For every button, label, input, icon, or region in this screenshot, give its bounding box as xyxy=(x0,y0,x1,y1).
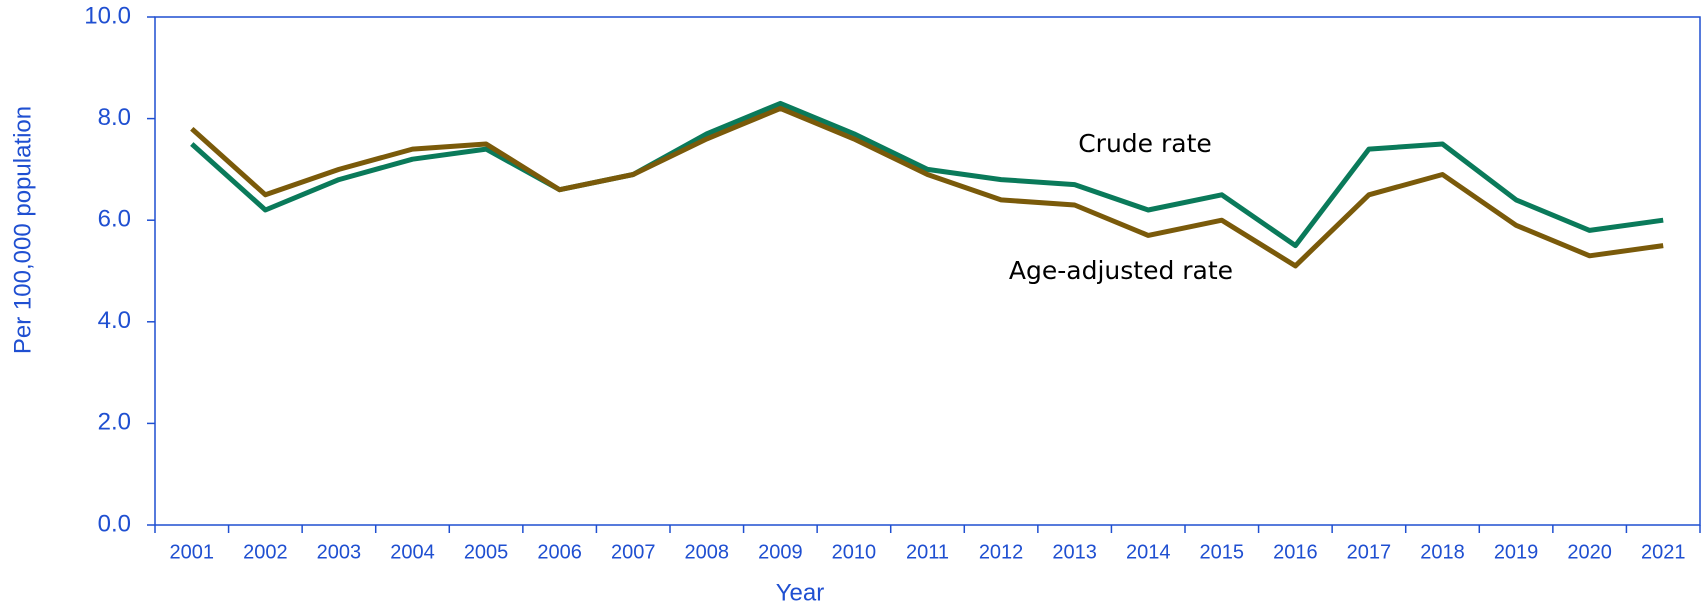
y-axis-label: Per 100,000 population xyxy=(9,106,36,354)
x-tick-label: 2005 xyxy=(464,541,509,563)
plot-frame xyxy=(154,16,1701,526)
y-tick-label: 10.0 xyxy=(84,2,131,29)
x-tick-label: 2003 xyxy=(317,541,362,563)
x-tick-label: 2007 xyxy=(611,541,656,563)
x-tick-label: 2013 xyxy=(1052,541,1097,563)
x-tick-label: 2015 xyxy=(1200,541,1245,563)
y-tick-label: 8.0 xyxy=(98,104,131,131)
x-tick-label: 2021 xyxy=(1641,541,1686,563)
y-tick-label: 0.0 xyxy=(98,510,131,537)
x-tick-label: 2008 xyxy=(685,541,730,563)
x-tick-label: 2011 xyxy=(906,541,949,563)
x-tick-label: 2020 xyxy=(1567,541,1612,563)
x-tick-label: 2006 xyxy=(537,541,582,563)
x-tick-label: 2019 xyxy=(1494,541,1539,563)
y-tick-label: 4.0 xyxy=(98,307,131,334)
y-tick-label: 2.0 xyxy=(98,409,131,436)
series-label: Age-adjusted rate xyxy=(1009,256,1233,285)
series-label: Crude rate xyxy=(1078,129,1212,158)
x-tick-label: 2004 xyxy=(390,541,435,563)
x-tick-label: 2002 xyxy=(243,541,288,563)
x-tick-label: 2010 xyxy=(832,541,877,563)
y-tick-label: 6.0 xyxy=(98,206,131,233)
x-tick-label: 2018 xyxy=(1420,541,1465,563)
x-tick-label: 2001 xyxy=(170,541,215,563)
x-tick-label: 2012 xyxy=(979,541,1024,563)
series-line xyxy=(190,105,1664,269)
x-tick-label: 2009 xyxy=(758,541,803,563)
x-tick-label: 2017 xyxy=(1347,541,1392,563)
x-tick-label: 2014 xyxy=(1126,541,1171,563)
x-axis-label: Year xyxy=(776,579,825,606)
x-tick-label: 2016 xyxy=(1273,541,1318,563)
series-line xyxy=(190,100,1664,249)
